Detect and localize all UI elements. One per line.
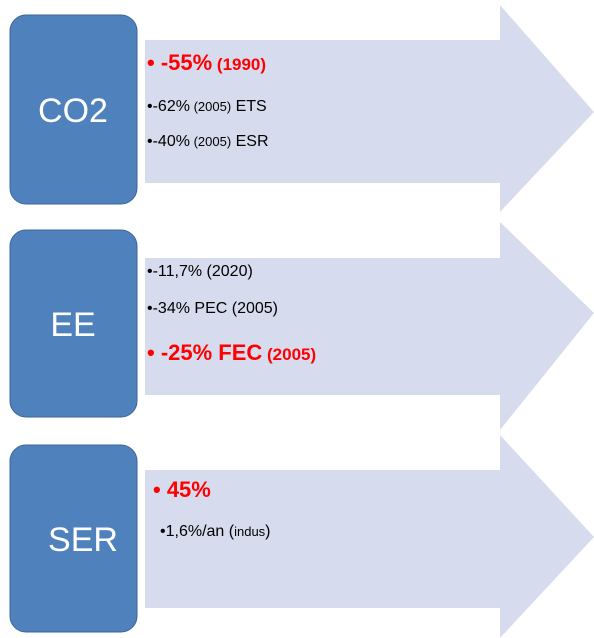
bullet: •-62% (2005) ETS	[147, 98, 267, 115]
bullet: • -55% (1990)	[147, 50, 266, 75]
bullet: •-11,7% (2020)	[147, 263, 253, 280]
bullet: • -25% FEC (2005)	[147, 340, 316, 365]
bullet: • 45%	[153, 477, 211, 502]
arrow	[145, 435, 594, 638]
row-label: EE	[50, 306, 95, 344]
label-box	[9, 444, 138, 633]
arrow	[145, 5, 594, 212]
row-label: CO2	[38, 92, 108, 130]
bullet: •-40% (2005) ESR	[147, 133, 269, 150]
label-box	[9, 14, 138, 205]
bullet: •-34% PEC (2005)	[147, 300, 278, 317]
row-label: SER	[48, 521, 118, 559]
arrow	[145, 222, 594, 430]
label-box	[9, 229, 138, 418]
bullet: •1,6%/an (indus)	[160, 523, 271, 540]
